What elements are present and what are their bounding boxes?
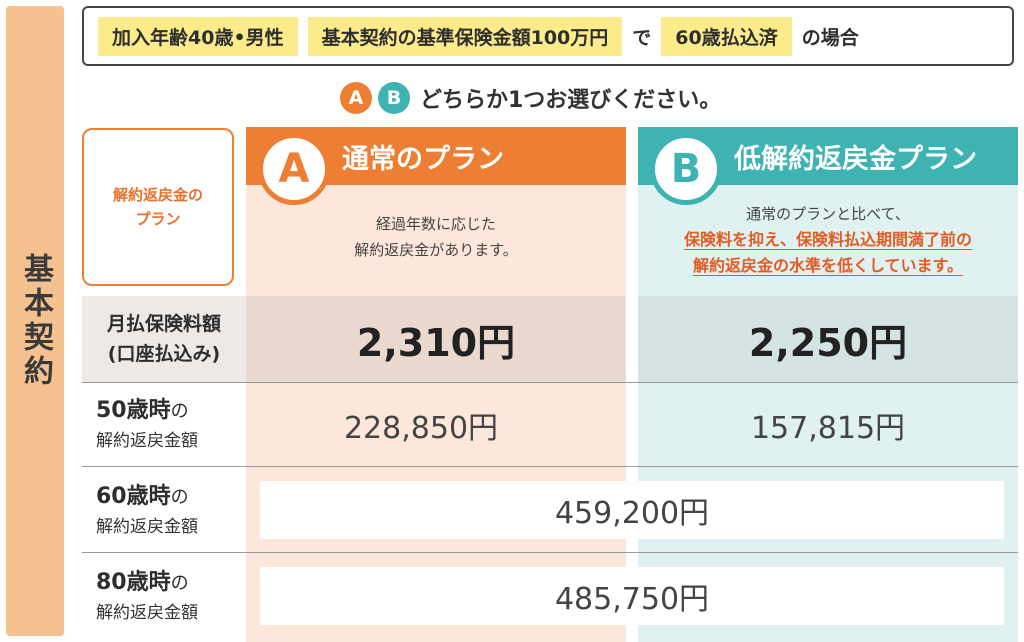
plan-a-title: 通常のプラン: [342, 143, 504, 175]
badge-a-icon: A: [340, 82, 372, 114]
premium-b-value: 2,250円: [748, 320, 908, 365]
age80-sub: 解約返戻金額: [96, 603, 198, 623]
plan-b-desc-line1: 通常のプランと比べて、: [746, 205, 910, 223]
premium-label: 月払保険料額 (口座払込み): [82, 296, 246, 382]
plan-a-desc-line1: 経過年数に応じた: [375, 215, 496, 233]
age80-value: 485,750円: [260, 567, 1004, 625]
badge-b-icon: B: [378, 82, 410, 114]
condition-chip-age: 加入年齢40歳•男性: [98, 16, 298, 56]
plan-b-column: [638, 185, 1018, 642]
age60-sub: 解約返戻金額: [96, 517, 198, 537]
age60-no: の: [170, 487, 189, 508]
premium-a-bg: [246, 296, 626, 382]
plan-a-column: [246, 185, 626, 642]
plan-type-label-line1: 解約返戻金の: [112, 186, 203, 204]
plan-b-title: 低解約返戻金プラン: [734, 143, 977, 175]
plan-type-label-line2: プラン: [135, 210, 181, 228]
age50-no: の: [170, 401, 189, 422]
choose-instruction: A B どちらか1つお選びください。: [340, 78, 721, 118]
plan-b-header: B 低解約返戻金プラン: [638, 127, 1018, 205]
condition-chip-amount: 基本契約の基準保険金額100万円: [307, 16, 623, 56]
condition-suffix: の場合: [801, 26, 859, 49]
condition-connector: で: [632, 26, 652, 49]
condition-chip-paid: 60歳払込済: [661, 16, 792, 56]
premium-label-line2: (口座払込み): [107, 343, 221, 365]
choose-text: どちらか1つお選びください。: [420, 88, 722, 113]
premium-a-value: 2,310円: [356, 320, 516, 365]
age80-label: 80歳時の 解約返戻金額: [82, 564, 246, 623]
age80-no: の: [170, 573, 189, 594]
row-divider: [82, 466, 1018, 467]
premium-b-bg: [638, 296, 1018, 382]
age60-value: 459,200円: [260, 481, 1004, 539]
plan-a-description: 経過年数に応じた 解約返戻金があります。: [246, 195, 626, 295]
age80-age: 80歳時: [96, 570, 171, 595]
side-tab-label: 基本契約: [18, 253, 53, 389]
plan-a-desc-line2: 解約返戻金があります。: [354, 241, 518, 259]
age50-b-value: 157,815円: [750, 411, 906, 446]
plan-b-badge-icon: B: [650, 133, 722, 205]
age50-label: 50歳時の 解約返戻金額: [82, 392, 246, 451]
side-tab: 基本契約: [6, 6, 64, 636]
age50-age: 50歳時: [96, 398, 171, 423]
plan-b-desc-line2: 保険料を抑え、保険料払込期間満了前の: [683, 230, 972, 249]
age60-age: 60歳時: [96, 484, 171, 509]
plan-a-header: A 通常のプラン: [246, 127, 626, 205]
row-divider: [82, 552, 1018, 553]
row-divider: [82, 382, 1018, 383]
plan-a-badge-icon: A: [258, 133, 330, 205]
plan-b-desc-line3: 解約返戻金の水準を低くしています。: [693, 256, 963, 275]
age50-a-value: 228,850円: [343, 411, 499, 446]
premium-label-line1: 月払保険料額: [106, 313, 221, 335]
age60-label: 60歳時の 解約返戻金額: [82, 478, 246, 537]
premium-label-bg: [82, 296, 246, 382]
age50-sub: 解約返戻金額: [96, 431, 198, 451]
plan-type-label-box: 解約返戻金の プラン: [82, 128, 234, 286]
plan-b-description: 通常のプランと比べて、 保険料を抑え、保険料払込期間満了前の 解約返戻金の水準を…: [638, 195, 1018, 295]
condition-bar: 加入年齢40歳•男性 基本契約の基準保険金額100万円 で 60歳払込済 の場合: [82, 6, 1014, 66]
plan-type-label: 解約返戻金の プラン: [113, 183, 203, 231]
